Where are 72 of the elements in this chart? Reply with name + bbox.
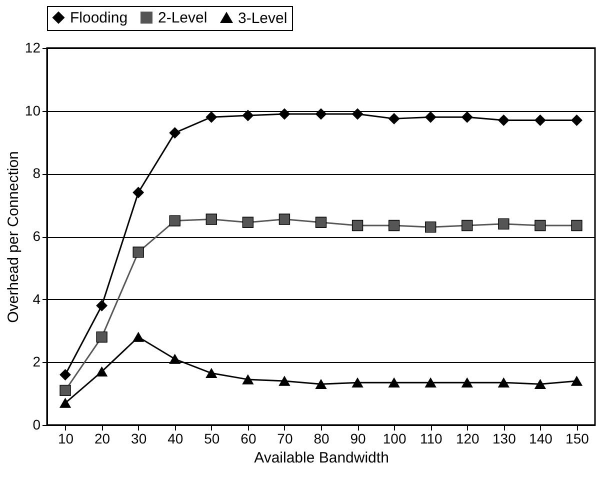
- point: [425, 221, 436, 233]
- point: [242, 216, 254, 228]
- x-tick-label: 80: [314, 430, 330, 446]
- point: [96, 366, 108, 376]
- point: [425, 378, 436, 388]
- y-tick-label: 8: [32, 165, 41, 182]
- point: [388, 220, 400, 232]
- y-axis-title: Overhead per Connection: [4, 151, 22, 323]
- x-tick-label: 120: [456, 430, 480, 446]
- y-tick-label: 6: [32, 228, 41, 244]
- point: [388, 113, 400, 124]
- point: [169, 354, 180, 364]
- point: [60, 398, 71, 408]
- y-tick-label: 10: [24, 102, 41, 118]
- x-tick-label: 150: [566, 430, 590, 446]
- y-tick-label: 0: [32, 416, 41, 432]
- point: [315, 108, 327, 120]
- x-tick-label: 140: [529, 430, 553, 446]
- point: [60, 369, 71, 380]
- point: [169, 127, 180, 138]
- y-tick-label: 2: [32, 354, 41, 370]
- legend-label: Flooding: [70, 10, 128, 27]
- point: [462, 378, 473, 388]
- legend-label: 2-Level: [158, 10, 208, 27]
- point: [534, 379, 546, 390]
- point: [571, 376, 582, 386]
- point: [60, 384, 71, 396]
- y-tick-label: 4: [32, 290, 41, 307]
- point: [498, 114, 510, 126]
- x-tick-label: 130: [492, 430, 516, 446]
- point: [242, 374, 254, 384]
- point: [206, 112, 217, 123]
- point: [132, 246, 144, 258]
- point: [315, 379, 327, 390]
- point: [352, 220, 364, 232]
- x-tick-label: 10: [58, 430, 74, 446]
- y-tick-label: 12: [24, 40, 41, 56]
- x-tick-label: 40: [168, 430, 184, 446]
- point: [571, 220, 582, 232]
- point: [315, 216, 327, 228]
- point: [242, 110, 254, 122]
- point: [278, 376, 290, 386]
- point: [206, 368, 217, 378]
- point: [352, 108, 364, 120]
- x-tick-label: 100: [382, 430, 406, 446]
- point: [278, 108, 290, 120]
- x-tick-label: 30: [131, 430, 147, 446]
- x-tick-label: 60: [240, 430, 256, 446]
- point: [132, 186, 144, 198]
- point: [132, 332, 144, 342]
- point: [388, 378, 400, 388]
- point: [534, 220, 546, 232]
- x-tick-label: 20: [94, 430, 110, 446]
- x-tick-label: 70: [277, 430, 293, 446]
- point: [462, 112, 473, 123]
- point: [96, 331, 108, 343]
- point: [462, 220, 473, 232]
- legend-label: 3-Level: [238, 10, 288, 27]
- point: [534, 114, 546, 126]
- point: [278, 214, 290, 225]
- point: [206, 214, 217, 225]
- x-axis-title: Available Bandwidth: [254, 450, 389, 466]
- x-tick-label: 110: [420, 430, 442, 446]
- point: [425, 112, 436, 123]
- x-tick-label: 50: [204, 430, 220, 446]
- point: [498, 378, 510, 388]
- point: [571, 114, 582, 126]
- point: [96, 300, 108, 312]
- x-tick-label: 90: [350, 430, 366, 446]
- point: [169, 215, 180, 226]
- point: [352, 378, 364, 388]
- point: [498, 218, 510, 230]
